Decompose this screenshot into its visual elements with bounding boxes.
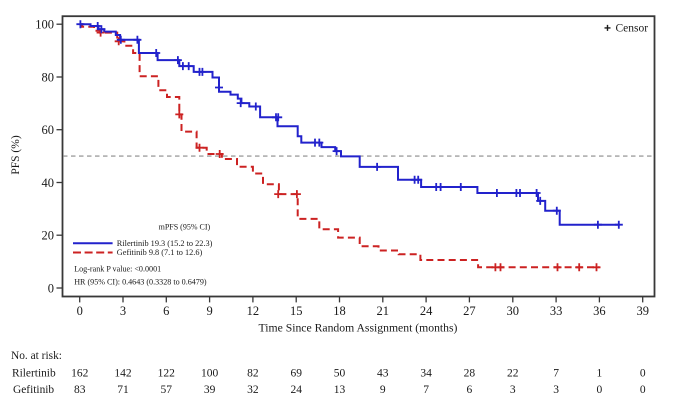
svg-text:Rilertinib 19.3 (15.2 to 22.3): Rilertinib 19.3 (15.2 to 22.3) xyxy=(117,239,213,248)
svg-text:71: 71 xyxy=(117,384,129,396)
svg-text:22: 22 xyxy=(507,368,519,380)
svg-text:43: 43 xyxy=(377,368,389,380)
svg-text:28: 28 xyxy=(464,368,476,380)
svg-text:34: 34 xyxy=(420,368,432,380)
svg-text:82: 82 xyxy=(247,368,259,380)
svg-text:30: 30 xyxy=(507,304,520,318)
svg-text:0: 0 xyxy=(640,368,646,380)
svg-text:60: 60 xyxy=(42,123,55,137)
svg-text:40: 40 xyxy=(42,176,55,190)
svg-text:27: 27 xyxy=(463,304,476,318)
svg-text:Gefitinib 9.8 (7.1 to 12.6): Gefitinib 9.8 (7.1 to 12.6) xyxy=(117,248,203,257)
svg-text:36: 36 xyxy=(593,304,606,318)
svg-text:100: 100 xyxy=(201,368,219,380)
svg-text:12: 12 xyxy=(247,304,260,318)
svg-text:57: 57 xyxy=(161,384,173,396)
svg-text:162: 162 xyxy=(71,368,89,380)
svg-text:HR (95% CI): 0.4643 (0.3328 to: HR (95% CI): 0.4643 (0.3328 to 0.6479) xyxy=(74,278,207,287)
svg-text:No. at risk:: No. at risk: xyxy=(11,350,62,362)
svg-text:PFS (%): PFS (%) xyxy=(10,135,22,174)
svg-text:0: 0 xyxy=(48,281,54,295)
svg-text:0: 0 xyxy=(640,384,646,396)
svg-text:3: 3 xyxy=(553,384,559,396)
svg-text:1: 1 xyxy=(597,368,603,380)
svg-text:Log-rank P value: <0.0001: Log-rank P value: <0.0001 xyxy=(74,264,161,273)
svg-text:Censor: Censor xyxy=(616,23,649,35)
svg-text:142: 142 xyxy=(114,368,132,380)
svg-text:39: 39 xyxy=(636,304,649,318)
svg-text:0: 0 xyxy=(597,384,603,396)
svg-text:6: 6 xyxy=(163,304,169,318)
svg-text:39: 39 xyxy=(204,384,216,396)
svg-text:24: 24 xyxy=(420,304,433,318)
svg-text:20: 20 xyxy=(42,229,55,243)
svg-text:mPFS (95% CI): mPFS (95% CI) xyxy=(159,222,211,231)
svg-text:6: 6 xyxy=(467,384,473,396)
svg-text:Rilertinib: Rilertinib xyxy=(12,368,56,380)
svg-text:3: 3 xyxy=(120,304,126,318)
svg-text:50: 50 xyxy=(334,368,346,380)
svg-text:18: 18 xyxy=(333,304,346,318)
svg-text:80: 80 xyxy=(42,70,55,84)
svg-text:3: 3 xyxy=(510,384,516,396)
svg-text:32: 32 xyxy=(247,384,259,396)
svg-text:0: 0 xyxy=(77,304,83,318)
svg-text:15: 15 xyxy=(290,304,303,318)
svg-text:21: 21 xyxy=(377,304,390,318)
svg-text:69: 69 xyxy=(290,368,302,380)
svg-text:Gefitinib: Gefitinib xyxy=(13,384,54,396)
svg-text:24: 24 xyxy=(290,384,302,396)
svg-text:9: 9 xyxy=(380,384,386,396)
svg-text:Time Since Random Assignment (: Time Since Random Assignment (months) xyxy=(259,322,458,335)
svg-text:9: 9 xyxy=(206,304,212,318)
svg-text:122: 122 xyxy=(158,368,176,380)
svg-text:100: 100 xyxy=(35,18,54,32)
svg-text:7: 7 xyxy=(423,384,429,396)
svg-text:83: 83 xyxy=(74,384,86,396)
svg-text:33: 33 xyxy=(550,304,563,318)
svg-text:13: 13 xyxy=(334,384,346,396)
svg-text:7: 7 xyxy=(553,368,559,380)
